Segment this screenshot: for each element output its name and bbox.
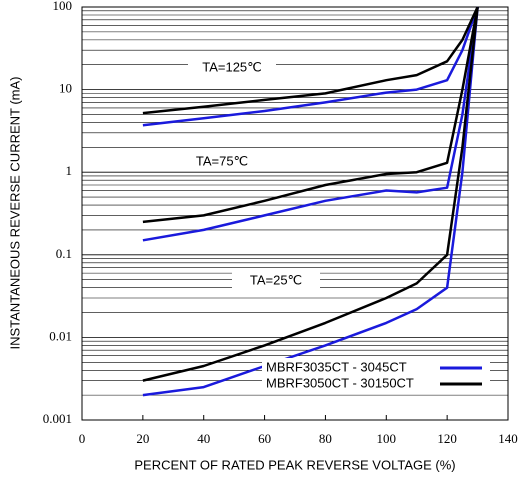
curve <box>142 6 479 115</box>
annotation: TA=125℃ <box>202 59 262 74</box>
y-axis-label: INSTANTANEOUS REVERSE CURRENT (mA) <box>7 76 22 349</box>
legend-label: MBRF3035CT - 3045CT <box>266 359 407 374</box>
annotation-bg <box>232 272 320 290</box>
annotation: TA=75℃ <box>196 153 248 168</box>
y-tick-label: 0.01 <box>49 328 72 343</box>
x-tick-label: 80 <box>319 431 332 446</box>
x-tick-label: 100 <box>377 431 397 446</box>
y-tick-label: 0.001 <box>43 411 72 426</box>
curve <box>142 6 479 224</box>
y-tick-label: 0.1 <box>56 246 72 261</box>
x-tick-label: 60 <box>258 431 271 446</box>
x-tick-label: 140 <box>498 431 518 446</box>
y-tick-label: 10 <box>59 81 72 96</box>
annotation: TA=25℃ <box>250 272 302 287</box>
x-tick-label: 0 <box>79 431 86 446</box>
x-tick-label: 40 <box>197 431 210 446</box>
y-tick-label: 100 <box>53 0 73 13</box>
legend-bg <box>262 358 490 394</box>
x-axis-label: PERCENT OF RATED PEAK REVERSE VOLTAGE (%… <box>134 457 455 472</box>
plot-frame <box>81 6 509 421</box>
annotation-bg <box>188 59 276 77</box>
legend-label: MBRF3050CT - 30150CT <box>266 375 414 390</box>
curve <box>142 6 479 127</box>
curve <box>142 6 479 397</box>
annotation-bg <box>178 153 266 171</box>
x-tick-label: 20 <box>136 431 149 446</box>
curve <box>142 6 479 242</box>
x-tick-label: 120 <box>437 431 457 446</box>
y-tick-label: 1 <box>66 163 73 178</box>
curve <box>142 6 479 382</box>
